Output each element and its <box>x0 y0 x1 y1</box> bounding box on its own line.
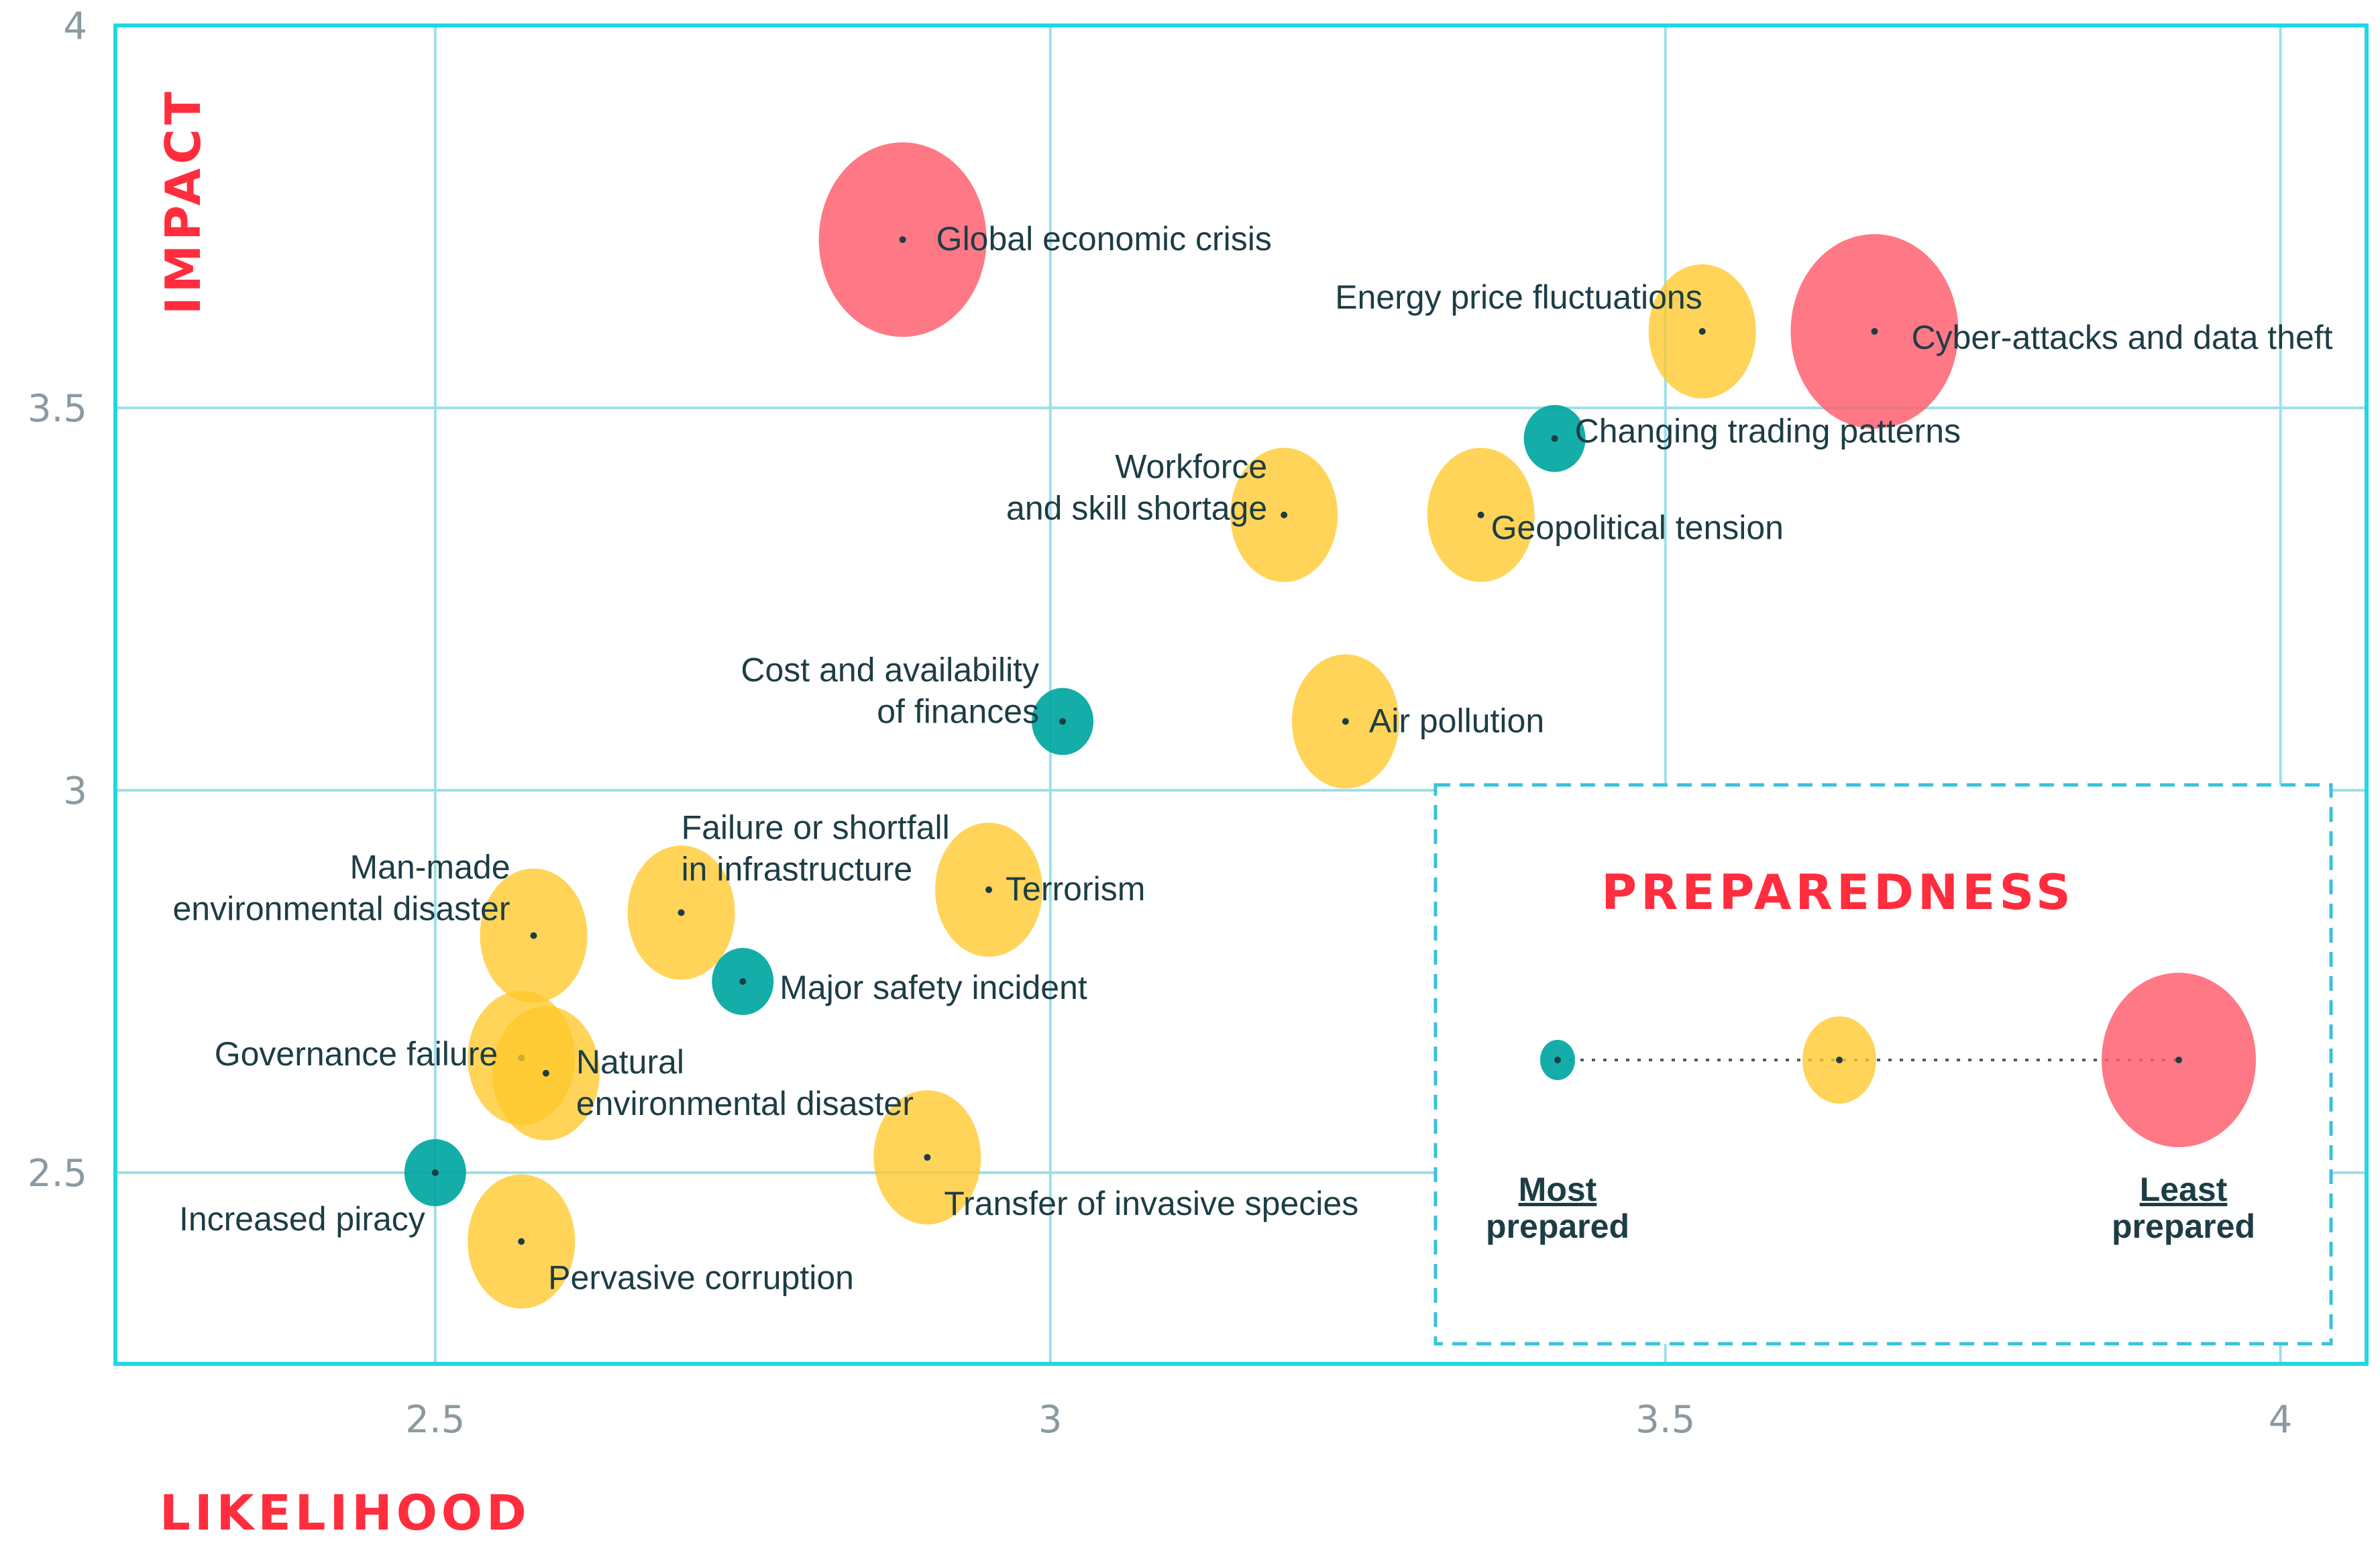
axis-ticks: 2.5 3 3.5 4 2.5 3 3.5 4 <box>28 5 2293 1442</box>
bubble-center-dot <box>1059 718 1067 725</box>
legend-center-dot <box>2175 1057 2182 1063</box>
y-axis-title: IMPACT <box>155 88 211 315</box>
label-failure-or-shortfall-in-infrastructure: in infrastructure <box>682 850 913 888</box>
bubble-center-dot <box>985 886 993 894</box>
label-failure-or-shortfall-in-infrastructure: Failure or shortfall <box>682 808 950 846</box>
label-man-made-environmental-disaster: environmental disaster <box>172 890 510 928</box>
label-global-economic-crisis: Global economic crisis <box>936 220 1272 258</box>
bubble-center-dot <box>1477 511 1484 519</box>
legend-center-dot <box>1836 1057 1843 1063</box>
label-workforce-and-skill-shortage: and skill shortage <box>1006 490 1267 527</box>
bubble-center-dot <box>542 1069 549 1077</box>
bubble-center-dot <box>739 978 747 985</box>
y-tick-label: 3 <box>63 769 87 813</box>
bubble-center-dot <box>678 909 685 916</box>
legend-most-label: prepared <box>1486 1208 1629 1245</box>
label-increased-piracy: Increased piracy <box>179 1200 425 1238</box>
legend-most-label: Most <box>1519 1171 1597 1208</box>
bubble-center-dot <box>1698 328 1706 335</box>
label-natural-environmental-disaster: environmental disaster <box>576 1085 914 1122</box>
x-tick-label: 3 <box>1038 1398 1063 1442</box>
label-cost-and-availability-of-finances: of finances <box>877 692 1039 730</box>
bubble-center-dot <box>899 236 906 244</box>
x-tick-label: 2.5 <box>405 1398 465 1442</box>
bubble-center-dot <box>530 932 537 939</box>
label-major-safety-incident: Major safety incident <box>779 969 1087 1006</box>
label-governance-failure: Governance failure <box>215 1035 498 1073</box>
bubble-center-dot <box>1551 435 1558 442</box>
label-air-pollution: Air pollution <box>1369 702 1544 739</box>
legend-least-label: Least <box>2140 1171 2228 1208</box>
label-workforce-and-skill-shortage: Workforce <box>1115 448 1267 486</box>
plot-frame <box>113 23 2369 1366</box>
label-terrorism: Terrorism <box>1006 870 1145 908</box>
y-tick-label: 4 <box>63 5 87 48</box>
bubble-center-dot <box>1871 328 1878 335</box>
bubble-center-dot <box>518 1238 525 1245</box>
legend-least-label: prepared <box>2112 1208 2255 1245</box>
label-energy-price-fluctuations: Energy price fluctuations <box>1335 278 1702 316</box>
legend-center-dot <box>1554 1057 1561 1063</box>
label-geopolitical-tension: Geopolitical tension <box>1491 509 1784 547</box>
y-tick-label: 3.5 <box>28 387 87 431</box>
label-man-made-environmental-disaster: Man-made <box>350 849 510 886</box>
bubble-center-dot <box>1342 718 1349 725</box>
label-pervasive-corruption: Pervasive corruption <box>548 1259 854 1297</box>
bubble-center-dot <box>431 1169 439 1176</box>
legend-title: PREPAREDNESS <box>1601 864 2075 920</box>
bubble-center-dot <box>1281 511 1288 519</box>
bubble-center-dot <box>924 1154 931 1161</box>
label-cost-and-availability-of-finances: Cost and availability <box>741 651 1039 688</box>
label-layer: Global economic crisis Cyber-attacks and … <box>172 220 2332 1296</box>
label-natural-environmental-disaster: Natural <box>576 1043 684 1081</box>
label-transfer-of-invasive-species: Transfer of invasive species <box>944 1185 1358 1222</box>
label-cyber-attacks-and-data-theft: Cyber-attacks and data theft <box>1911 319 2332 356</box>
x-tick-label: 4 <box>2269 1398 2293 1442</box>
label-changing-trading-patterns: Changing trading patterns <box>1575 413 1961 450</box>
x-tick-label: 3.5 <box>1635 1398 1695 1442</box>
bubble-layer <box>404 142 1959 1309</box>
x-axis-title: LIKELIHOOD <box>160 1485 531 1541</box>
y-tick-label: 2.5 <box>28 1152 87 1195</box>
